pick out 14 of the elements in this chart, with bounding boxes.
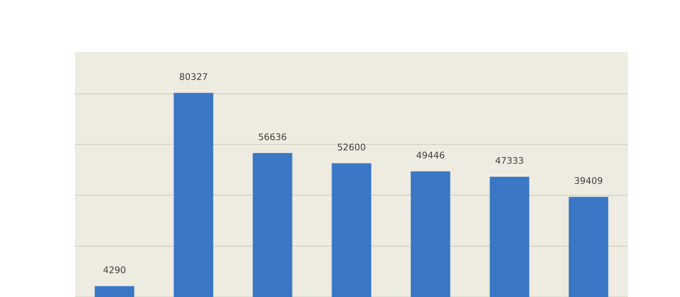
- data-label: 52600: [338, 144, 366, 150]
- data-label: 47333: [496, 157, 524, 164]
- data-label: 49446: [416, 152, 444, 158]
- bar: [94, 286, 134, 297]
- bar: [174, 92, 214, 297]
- bar: [252, 153, 292, 297]
- data-label: 56636: [258, 133, 286, 140]
- bar: [490, 176, 530, 297]
- data-label: 39409: [574, 177, 602, 184]
- bar: [410, 171, 450, 297]
- data-label: 4290: [103, 266, 126, 274]
- data-label: 80327: [180, 73, 208, 80]
- bar: [568, 196, 608, 297]
- bar: [332, 163, 372, 297]
